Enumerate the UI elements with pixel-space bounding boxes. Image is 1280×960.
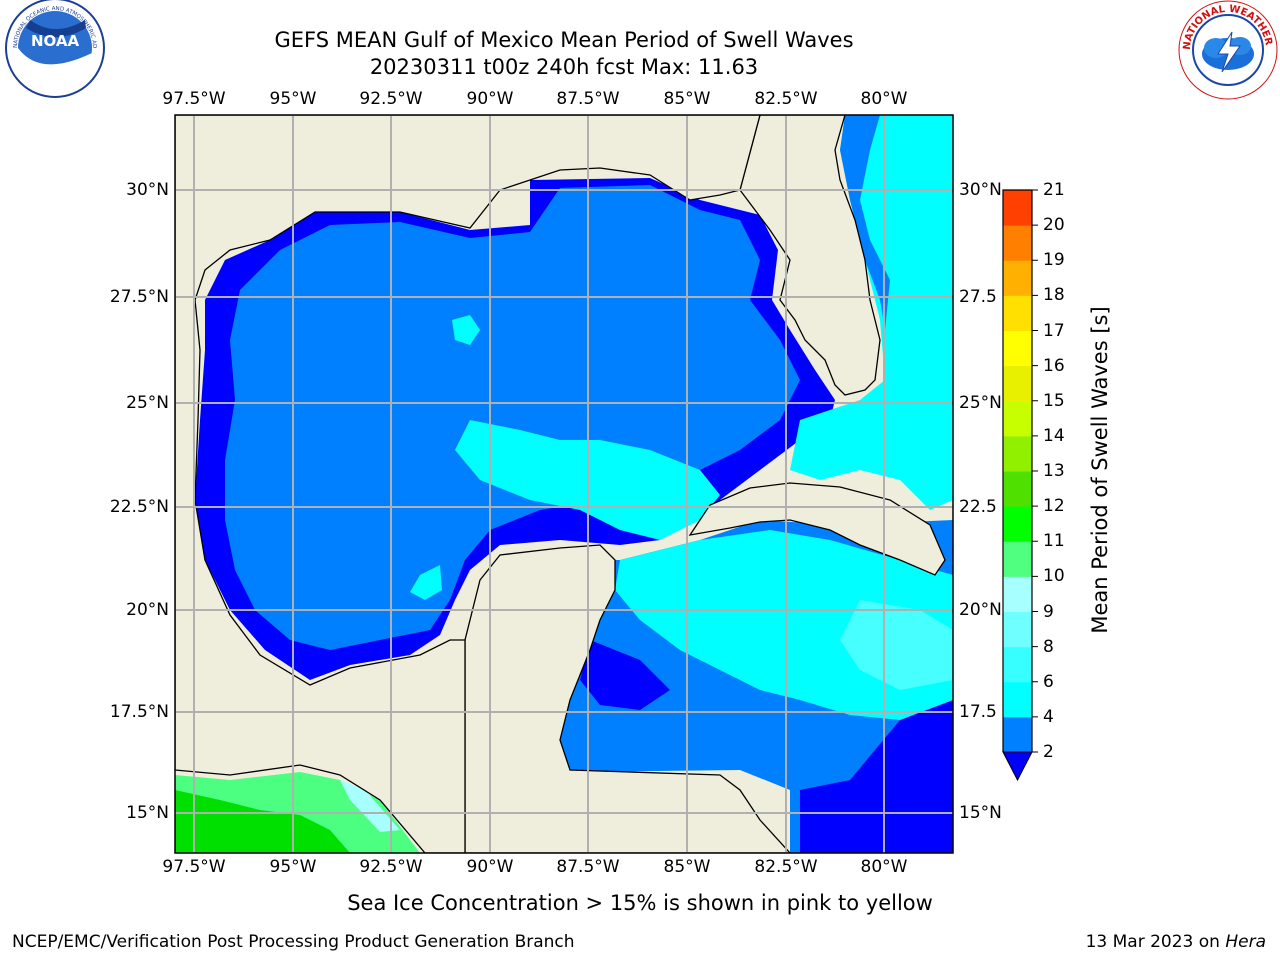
lat-tick-right: 15°N [959,803,1002,823]
pacific-water-green [175,790,350,853]
colorbar-bin [1003,435,1032,472]
lon-tick-top: 87.5°W [556,89,620,109]
colorbar-bin [1003,716,1032,753]
atlantic-water-mid [840,115,890,330]
colorbar [1002,189,1038,782]
credit-date: 13 Mar 2023 on Hera [1086,932,1266,952]
lon-tick-top: 97.5°W [162,89,226,109]
colorbar-bin [1003,576,1032,612]
florida-land [739,115,881,396]
lon-tick-bottom: 95°W [269,857,317,877]
colorbar-bin [1003,541,1032,577]
colorbar-tick-label: 14 [1043,425,1065,446]
nws-logo: NATIONAL WEATHER SERVICE [0,0,1278,100]
lat-tick-right: 20°N [959,600,1002,620]
lon-tick-bottom: 92.5°W [359,857,423,877]
colorbar-tick-label: 19 [1043,250,1065,271]
lon-tick-top: 92.5°W [359,89,423,109]
lon-tick-bottom: 87.5°W [556,857,620,877]
lat-tick-right: 30°N [959,180,1002,200]
colorbar-bin [1003,225,1032,261]
colorbar-tick-label: 8 [1043,636,1054,657]
lat-tick-right: 25°N [959,393,1002,413]
colorbar-tick-label: 6 [1043,671,1054,692]
lat-tick-left: 17.5°N [109,702,169,722]
caribbean-water-dark [580,640,670,710]
lat-tick-left: 30°N [126,180,169,200]
atlantic-water-light [790,115,953,510]
colorbar-tick-label: 15 [1043,390,1065,411]
mexico-west-land [175,115,761,853]
caribbean-water-pale [840,600,953,690]
colorbar-under-arrow [1002,751,1033,782]
colorbar-bin [1003,295,1032,331]
colorbar-bin [1003,400,1032,437]
colorbar-bin [1003,260,1032,296]
credit-host: Hera [1225,932,1266,952]
chart-title: GEFS MEAN Gulf of Mexico Mean Period of … [274,28,854,52]
colorbar-tick-label: 12 [1043,496,1065,517]
map-frame [174,114,954,854]
map-gridlines [175,115,953,853]
colorbar-tick-label: 4 [1043,706,1054,727]
caribbean-water-dark-se [800,700,953,853]
colorbar-tick-label: 11 [1043,531,1065,552]
gulf-water-mid [225,185,800,650]
colorbar-bin [1003,681,1032,718]
lon-tick-bottom: 80°W [860,857,908,877]
colorbar-bin [1003,611,1032,648]
credit-branch: NCEP/EMC/Verification Post Processing Pr… [12,932,575,952]
colorbar-tick-label: 17 [1043,320,1065,341]
lon-tick-top: 82.5°W [754,89,818,109]
lat-tick-right: 17.5 [959,702,997,722]
lon-tick-bottom: 90°W [466,857,514,877]
colorbar-tick-label: 20 [1043,215,1065,236]
lat-tick-left: 22.5°N [109,497,169,517]
lat-tick-right: 22.5 [959,497,997,517]
colorbar-tick-label: 9 [1043,601,1054,622]
sea-ice-footnote: Sea Ice Concentration > 15% is shown in … [347,891,933,915]
lon-tick-top: 80°W [860,89,908,109]
colorbar-tick-label: 21 [1043,180,1065,200]
chart-subtitle: 20230311 t00z 240h fcst Max: 11.63 [369,55,759,79]
noaa-logo: NOAA NATIONAL OCEANIC AND ATMOSPHERIC AD… [0,0,105,98]
colorbar-tick-label: 10 [1043,566,1065,587]
lon-tick-top: 95°W [269,89,317,109]
colorbar-bin [1003,330,1032,367]
lat-tick-left: 25°N [126,393,169,413]
colorbar-bin [1003,190,1032,226]
lat-tick-left: 20°N [126,600,169,620]
lat-tick-left: 27.5°N [109,287,169,307]
colorbar-bin [1003,506,1032,542]
lon-tick-bottom: 85°W [663,857,711,877]
lon-tick-bottom: 97.5°W [162,857,226,877]
gulf-water-light-small2 [410,565,442,600]
svg-text:NOAA: NOAA [31,32,80,50]
lon-tick-top: 90°W [466,89,514,109]
colorbar-tick-label: 13 [1043,461,1065,481]
pacific-water-pale [340,780,400,832]
svg-text:NATIONAL WEATHER SERVICE: NATIONAL WEATHER SERVICE [0,0,1274,50]
colorbar-bin [1003,471,1032,507]
gulf-water-light-small [452,315,480,345]
colorbar-bin [1003,365,1032,402]
credit-date-text: 13 Mar 2023 on [1085,932,1220,952]
colorbar-label: Mean Period of Swell Waves [s] [1088,306,1112,634]
yucatan-land [464,544,791,853]
lon-tick-bottom: 82.5°W [754,857,818,877]
colorbar-tick-label: 2 [1043,742,1054,762]
lat-tick-right: 27.5 [959,287,997,307]
colorbar-tick-label: 16 [1043,355,1065,376]
colorbar-bin [1003,646,1032,683]
lat-tick-left: 15°N [126,803,169,823]
lon-tick-top: 85°W [663,89,711,109]
colorbar-tick-label: 18 [1043,285,1065,306]
